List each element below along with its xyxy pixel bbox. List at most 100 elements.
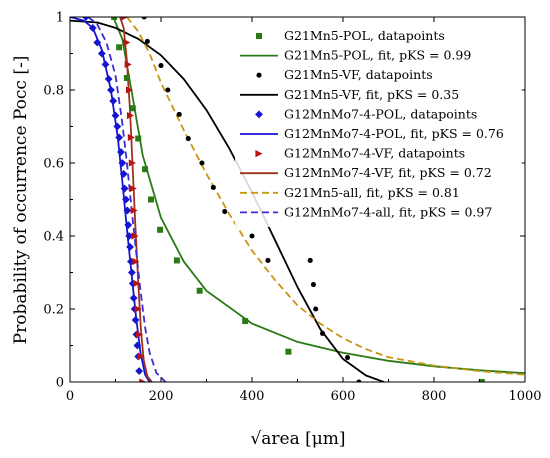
data-point — [82, 17, 90, 21]
data-point — [115, 133, 124, 142]
series-points-g21mn5-vf-datapoints — [141, 17, 362, 382]
legend-label: G21Mn5-all, fit, pKS = 0.81 — [284, 185, 460, 200]
legend-label: G12MnMo7-4-all, fit, pKS = 0.97 — [284, 204, 492, 219]
data-point — [313, 306, 319, 312]
series-line-g12mnmo7-4-vf-fit-pks-0-72 — [119, 17, 153, 382]
data-point — [307, 257, 313, 264]
data-point — [157, 226, 164, 233]
data-point — [126, 86, 134, 94]
data-point — [125, 232, 134, 240]
x-tick-label: 200 — [149, 389, 174, 404]
legend-label: G21Mn5-VF, datapoints — [284, 67, 433, 82]
data-point — [133, 341, 142, 350]
legend-marker-swatch — [255, 150, 263, 158]
data-point — [104, 75, 113, 83]
y-tick-label: 0.4 — [43, 230, 64, 245]
x-tick-label: 600 — [331, 389, 356, 404]
legend-entry: G12MnMo7-4-POL, fit, pKS = 0.76 — [240, 126, 504, 141]
data-point — [141, 17, 147, 20]
legend-entry: G12MnMo7-4-all, fit, pKS = 0.97 — [240, 204, 492, 219]
y-tick-label: 0.2 — [43, 303, 64, 318]
data-point — [127, 133, 136, 142]
legend-entry: G21Mn5-all, fit, pKS = 0.81 — [240, 185, 460, 200]
data-point — [124, 221, 133, 229]
data-point — [127, 268, 136, 277]
x-axis-title: √area [μm] — [250, 429, 345, 449]
data-point — [128, 159, 136, 167]
data-point — [130, 206, 138, 215]
axes: 0 200 400 600 800 1000 0 0.2 0.4 0.6 0.8 1 — [43, 11, 541, 405]
data-point — [123, 38, 131, 47]
series-points-g21mn5-pol-datapoints — [111, 17, 485, 382]
data-point — [129, 105, 136, 112]
series-points-g12mnmo7-4-pol-datapoints — [82, 17, 144, 375]
data-point — [249, 233, 255, 239]
data-point — [139, 378, 147, 382]
data-point — [107, 86, 115, 94]
y-tick-label: 0.6 — [43, 157, 64, 172]
data-point — [97, 49, 106, 58]
data-point — [88, 24, 97, 32]
data-point — [136, 330, 144, 339]
data-point — [117, 148, 125, 156]
data-point — [356, 379, 362, 382]
legend-marker-swatch — [256, 33, 262, 39]
data-point — [185, 135, 191, 142]
data-point — [478, 379, 485, 382]
data-point — [142, 166, 149, 173]
data-point — [135, 135, 142, 142]
legend-label: G12MnMo7-4-VF, datapoints — [284, 146, 465, 161]
data-point — [137, 352, 145, 361]
y-axis-title: Probability of occurrence Pocc [-] — [11, 56, 31, 345]
legend-entry: G12MnMo7-4-VF, datapoints — [255, 146, 465, 161]
data-point — [122, 195, 130, 204]
data-point — [173, 257, 180, 264]
data-point — [120, 184, 129, 193]
data-point — [111, 111, 120, 120]
data-point — [119, 170, 128, 178]
legend-marker-swatch — [256, 72, 262, 78]
data-point — [129, 294, 138, 302]
data-point — [165, 87, 171, 93]
data-point — [135, 367, 144, 375]
data-point — [126, 243, 134, 251]
legend-label: G21Mn5-POL, datapoints — [284, 28, 445, 43]
legend: G21Mn5-POL, datapoints G21Mn5-POL, fit, p… — [235, 25, 522, 227]
data-point — [196, 287, 203, 294]
series-line-g21mn5-all-fit-pks-0-81 — [126, 17, 525, 376]
data-point — [131, 232, 139, 240]
x-tick-label: 1000 — [508, 389, 541, 404]
legend-entry: G12MnMo7-4-VF, fit, pKS = 0.72 — [240, 165, 492, 180]
data-point — [93, 38, 102, 47]
legend-background — [235, 25, 522, 227]
data-point — [199, 160, 205, 166]
legend-label: G12MnMo7-4-VF, fit, pKS = 0.72 — [284, 165, 492, 180]
data-point — [319, 330, 326, 337]
data-point — [176, 111, 182, 118]
data-point — [345, 354, 351, 361]
data-point — [285, 348, 292, 355]
data-point — [111, 17, 118, 20]
y-tick-label: 0 — [56, 376, 64, 391]
data-point — [131, 316, 140, 324]
series-points-g12mnmo7-4-vf-datapoints — [121, 17, 147, 382]
data-point — [133, 279, 141, 288]
data-point — [121, 17, 129, 21]
data-point — [101, 60, 110, 69]
data-point — [158, 62, 164, 69]
x-tick-label: 800 — [422, 389, 447, 404]
series-line-g21mn5-vf-fit-pks-0-35 — [70, 19, 385, 382]
data-point — [310, 281, 316, 288]
legend-entry: G21Mn5-POL, fit, pKS = 0.99 — [240, 48, 471, 63]
legend-entry: G21Mn5-VF, datapoints — [256, 67, 433, 82]
series-line-g21mn5-pol-fit-pks-0-99 — [112, 17, 525, 375]
legend-label: G21Mn5-VF, fit, pKS = 0.35 — [284, 87, 459, 102]
data-point — [147, 196, 154, 203]
data-point — [113, 122, 122, 131]
series-line-g12mnmo7-4-pol-fit-pks-0-76 — [70, 17, 151, 382]
data-point — [123, 74, 130, 81]
data-point — [210, 184, 216, 191]
legend-entry: G21Mn5-VF, fit, pKS = 0.35 — [240, 87, 459, 102]
data-point — [123, 206, 132, 215]
